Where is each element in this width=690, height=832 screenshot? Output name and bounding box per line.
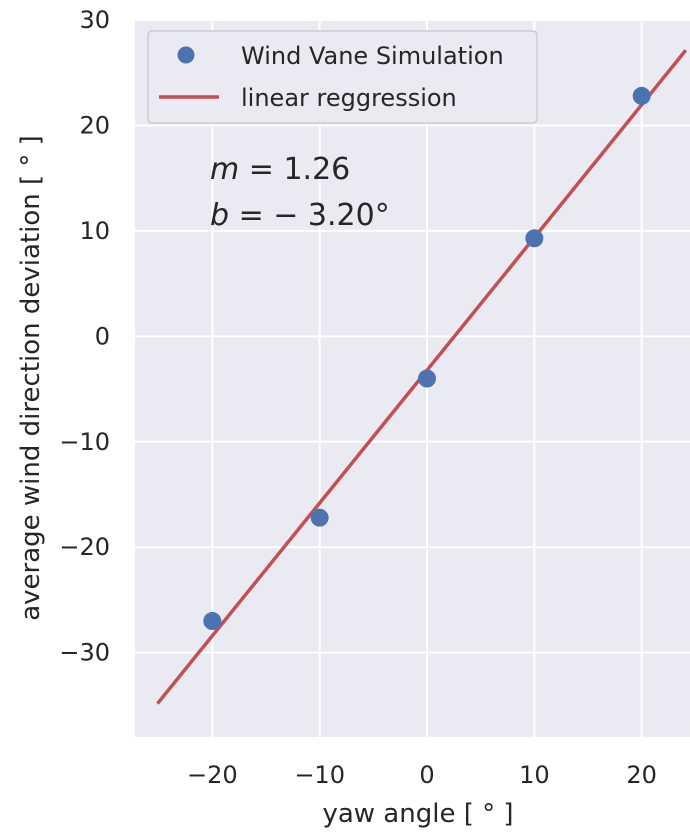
y-tick-label: 30 (79, 6, 110, 34)
annotation-value: = − 3.20° (229, 198, 390, 233)
x-tick-label: 10 (519, 761, 550, 789)
legend-label-scatter: Wind Vane Simulation (241, 42, 504, 70)
legend-box (147, 30, 538, 124)
annotation-symbol: m (210, 152, 239, 187)
scatter-point (417, 369, 436, 388)
y-tick-label: 0 (95, 322, 110, 350)
scatter-layer (203, 86, 651, 631)
x-axis-label: yaw angle [ ° ] (322, 799, 513, 829)
annotation-text: m = 1.26 (210, 152, 350, 187)
legend-label-line: linear reggression (241, 84, 457, 112)
y-tick-label: 20 (79, 111, 110, 139)
scatter-point (632, 86, 651, 105)
x-tick-labels: −20 −10 0 10 20 (187, 761, 657, 789)
y-tick-label: −30 (59, 639, 110, 667)
scatter-point (203, 612, 222, 631)
x-tick-label: −10 (294, 761, 345, 789)
y-tick-label: 10 (79, 217, 110, 245)
y-tick-labels: −30 −20 −10 0 10 20 30 (59, 6, 110, 667)
scatter-point (310, 508, 329, 527)
scatter-point (525, 229, 544, 248)
legend-marker-scatter (177, 46, 195, 64)
x-tick-label: −20 (187, 761, 238, 789)
y-tick-label: −10 (59, 428, 110, 456)
legend: Wind Vane Simulation linear reggression (147, 30, 538, 124)
x-tick-label: 0 (419, 761, 434, 789)
annotations: m = 1.26 b = − 3.20° (210, 152, 390, 233)
annotation-value: = 1.26 (239, 152, 350, 187)
annotation-text: b = − 3.20° (210, 198, 390, 233)
y-axis-label: average wind direction deviation [ ° ] (16, 135, 46, 621)
annotation-symbol: b (210, 198, 229, 233)
y-tick-label: −20 (59, 533, 110, 561)
x-tick-label: 20 (626, 761, 657, 789)
